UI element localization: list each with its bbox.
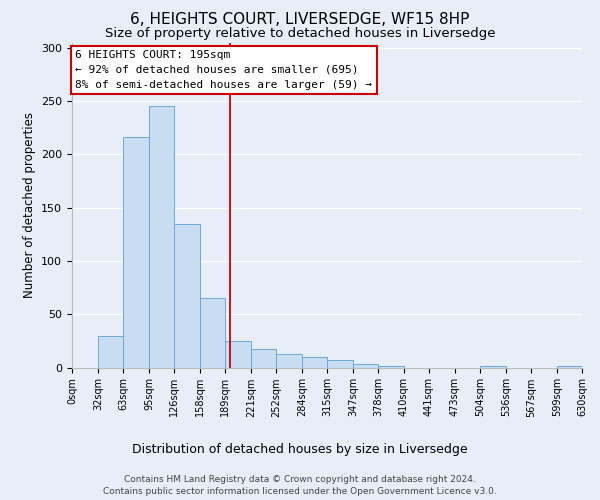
Y-axis label: Number of detached properties: Number of detached properties <box>23 112 35 298</box>
Bar <box>123 138 149 368</box>
Bar <box>98 336 123 368</box>
Text: Size of property relative to detached houses in Liversedge: Size of property relative to detached ho… <box>105 28 495 40</box>
Bar <box>302 357 327 368</box>
Bar <box>174 224 200 368</box>
Bar <box>251 350 276 368</box>
Bar <box>200 298 225 368</box>
Text: Contains HM Land Registry data © Crown copyright and database right 2024.
Contai: Contains HM Land Registry data © Crown c… <box>103 475 497 496</box>
Bar <box>480 366 506 368</box>
Bar <box>276 354 302 368</box>
Bar <box>378 366 404 368</box>
Bar <box>327 360 353 368</box>
Text: 6 HEIGHTS COURT: 195sqm
← 92% of detached houses are smaller (695)
8% of semi-de: 6 HEIGHTS COURT: 195sqm ← 92% of detache… <box>75 50 372 90</box>
Bar <box>225 341 251 367</box>
Bar <box>557 366 582 368</box>
Text: Distribution of detached houses by size in Liversedge: Distribution of detached houses by size … <box>132 442 468 456</box>
Bar <box>149 106 174 368</box>
Text: 6, HEIGHTS COURT, LIVERSEDGE, WF15 8HP: 6, HEIGHTS COURT, LIVERSEDGE, WF15 8HP <box>130 12 470 28</box>
Bar <box>353 364 378 368</box>
